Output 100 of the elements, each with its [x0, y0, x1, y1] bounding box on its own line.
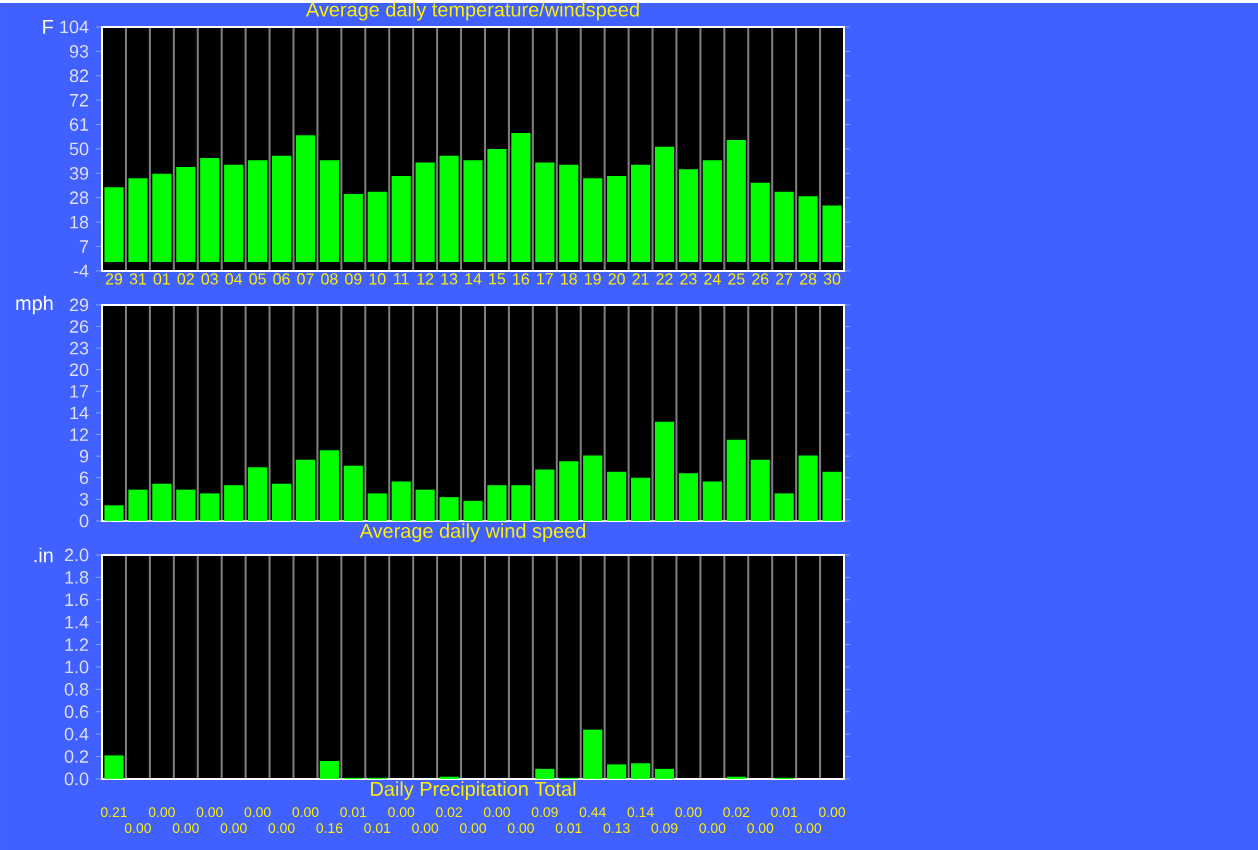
bar	[798, 454, 818, 521]
y-tick-label: 3	[79, 492, 89, 506]
bar	[583, 729, 603, 779]
y-axis-title: mph	[16, 295, 53, 314]
bar	[535, 469, 555, 521]
y-tick-label: 1.4	[65, 615, 89, 628]
y-axis-title: F	[43, 19, 53, 34]
y-tick-label: 82	[69, 68, 89, 82]
y-tick-label: 23	[69, 341, 89, 355]
bar	[678, 168, 698, 262]
bar	[415, 162, 435, 262]
bar	[319, 159, 339, 262]
bar	[176, 489, 196, 521]
bar	[583, 454, 603, 521]
bar	[367, 492, 387, 521]
bar	[774, 492, 794, 521]
bar	[630, 477, 651, 521]
bar	[152, 173, 172, 262]
bar	[822, 471, 842, 521]
bar	[654, 146, 675, 262]
y-tick-label: 26	[69, 319, 89, 333]
y-tick-label: 18	[70, 215, 89, 229]
bar	[439, 155, 459, 262]
bar	[295, 134, 316, 262]
bar	[248, 466, 268, 521]
bar	[415, 489, 435, 521]
y-tick-label: 0.4	[64, 727, 89, 741]
bar	[128, 489, 148, 521]
bar	[367, 191, 387, 262]
y-tick-label: 1.0	[65, 660, 89, 673]
bar	[104, 504, 124, 521]
y-tick-label: 61	[69, 117, 89, 131]
bar	[391, 175, 411, 262]
bar	[439, 496, 459, 521]
y-tick-label: 2.0	[64, 548, 89, 561]
bar	[319, 760, 339, 779]
y-tick-label: 17	[70, 384, 89, 398]
y-tick-label: 0	[79, 514, 89, 527]
bar	[607, 471, 627, 521]
bar	[511, 132, 531, 262]
y-tick-label: 1.6	[65, 592, 89, 606]
bar	[152, 483, 172, 521]
bar	[750, 459, 770, 521]
y-tick-label: 0.6	[64, 704, 89, 718]
y-tick-label: 12	[70, 427, 89, 441]
bar	[104, 754, 124, 779]
bar	[391, 480, 411, 521]
bar	[654, 421, 675, 521]
bar	[583, 177, 603, 262]
y-tick-label: 29	[69, 298, 89, 311]
x-axis-title: Daily Precipitation Total	[371, 780, 576, 800]
bar	[176, 166, 196, 262]
bar	[607, 763, 627, 779]
bar	[295, 459, 316, 521]
y-tick-label: 0.8	[64, 682, 89, 696]
y-tick-label: 6	[79, 470, 89, 484]
bar	[104, 186, 124, 262]
y-tick-label: 9	[79, 449, 89, 463]
bar	[678, 472, 698, 521]
bar	[271, 155, 292, 262]
y-tick-label: 7	[79, 239, 89, 253]
bar	[248, 159, 268, 262]
y-tick-label: 1.8	[65, 570, 89, 584]
bar	[630, 762, 651, 779]
bar	[535, 768, 555, 779]
bar	[535, 162, 555, 262]
x-axis-title: Average daily wind speed	[359, 522, 586, 542]
y-tick-label: 20	[69, 362, 89, 376]
bar	[774, 191, 794, 262]
bar	[702, 159, 722, 262]
bar	[726, 139, 746, 262]
bar	[487, 148, 507, 262]
y-tick-label: 39	[69, 166, 89, 180]
bar	[630, 164, 651, 262]
chart-title: Average daily temperature/windspeed	[305, 1, 639, 21]
y-tick-label: 50	[69, 142, 89, 155]
bar	[200, 492, 220, 521]
bar	[200, 157, 220, 262]
bar	[607, 175, 627, 262]
y-tick-label: 0.2	[64, 749, 89, 763]
y-axis-title: .in	[34, 547, 53, 562]
bar	[463, 500, 483, 521]
y-tick-label: 28	[69, 190, 89, 204]
bar	[271, 483, 292, 521]
bar	[559, 164, 579, 262]
bar	[343, 193, 363, 262]
bar	[798, 195, 818, 262]
bar	[654, 768, 675, 779]
y-tick-label: 104	[60, 20, 89, 33]
y-tick-label: 93	[69, 44, 89, 58]
y-tick-label: 72	[69, 93, 89, 106]
bar	[726, 439, 746, 521]
y-tick-label: -4	[73, 264, 89, 277]
bar	[463, 159, 483, 262]
y-tick-label: 14	[70, 406, 89, 419]
bar	[343, 465, 363, 521]
bar	[319, 449, 339, 521]
bar	[822, 204, 842, 262]
bar	[559, 460, 579, 521]
bar	[487, 484, 507, 521]
